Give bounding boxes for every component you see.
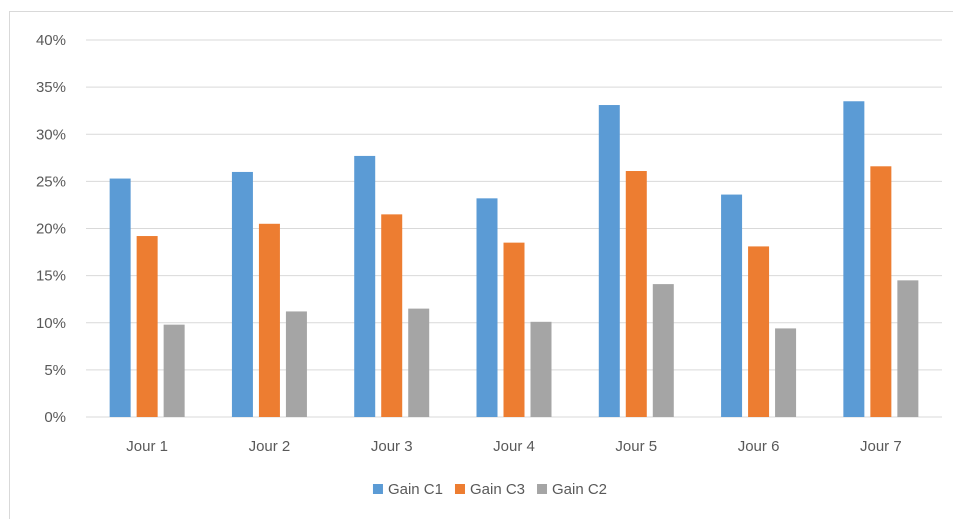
- bar-gain-c3-jour-6: [748, 246, 770, 417]
- x-tick-label: Jour 7: [860, 438, 902, 455]
- bar-gain-c2-jour-1: [163, 324, 185, 417]
- x-tick-label: Jour 2: [249, 438, 291, 455]
- legend-label: Gain C3: [470, 481, 525, 498]
- legend-item-gain-c3: Gain C3: [454, 481, 525, 498]
- bar-gain-c3-jour-7: [870, 166, 892, 417]
- bar-gain-c2-jour-6: [775, 328, 797, 417]
- bar-gain-c2-jour-5: [652, 284, 674, 417]
- bar-gain-c1-jour-3: [354, 155, 376, 418]
- bar-gain-c2-jour-2: [285, 311, 307, 417]
- legend-swatch: [537, 484, 548, 494]
- x-tick-label: Jour 5: [615, 438, 657, 455]
- bar-gain-c3-jour-2: [258, 223, 280, 417]
- y-tick-label: 0%: [44, 409, 66, 426]
- bar-gain-c3-jour-3: [381, 214, 403, 417]
- legend: Gain C1 Gain C3 Gain C2: [372, 481, 607, 498]
- bar-gain-c2-jour-7: [897, 280, 919, 417]
- legend-label: Gain C2: [552, 481, 607, 498]
- bar-gain-c1-jour-2: [231, 171, 253, 417]
- bar-gain-c3-jour-4: [503, 242, 525, 417]
- y-tick-label: 20%: [36, 221, 66, 238]
- y-axis-tick-labels: 0% 5% 10% 15% 20% 25% 30% 35% 40%: [36, 32, 66, 426]
- bar-gain-c1-jour-4: [476, 198, 498, 417]
- legend-swatch: [454, 484, 465, 494]
- legend-label: Gain C1: [388, 481, 443, 498]
- legend-item-gain-c2: Gain C2: [537, 481, 607, 498]
- y-tick-label: 35%: [36, 79, 66, 96]
- y-tick-label: 10%: [36, 315, 66, 332]
- bar-gain-c1-jour-1: [109, 178, 131, 417]
- bar-gain-c1-jour-5: [598, 105, 620, 417]
- bar-gain-c2-jour-3: [408, 308, 430, 417]
- bars: [109, 101, 919, 418]
- bar-gain-c1-jour-6: [721, 194, 743, 417]
- legend-item-gain-c1: Gain C1: [372, 481, 443, 498]
- x-axis-tick-labels: Jour 1 Jour 2 Jour 3 Jour 4 Jour 5 Jour 6 Jour…: [126, 438, 901, 455]
- bar-gain-c2-jour-4: [530, 321, 552, 417]
- bar-gain-c3-jour-1: [136, 236, 158, 417]
- bar-gain-c3-jour-5: [625, 171, 647, 417]
- x-tick-label: Jour 6: [738, 438, 780, 455]
- x-tick-label: Jour 4: [493, 438, 535, 455]
- y-tick-label: 25%: [36, 173, 66, 190]
- y-tick-label: 5%: [44, 362, 66, 379]
- bar-gain-c1-jour-7: [843, 101, 865, 417]
- y-tick-label: 30%: [36, 126, 66, 143]
- x-tick-label: Jour 3: [371, 438, 413, 455]
- y-tick-label: 15%: [36, 268, 66, 285]
- x-tick-label: Jour 1: [126, 438, 168, 455]
- legend-swatch: [372, 484, 383, 494]
- y-tick-label: 40%: [36, 32, 66, 49]
